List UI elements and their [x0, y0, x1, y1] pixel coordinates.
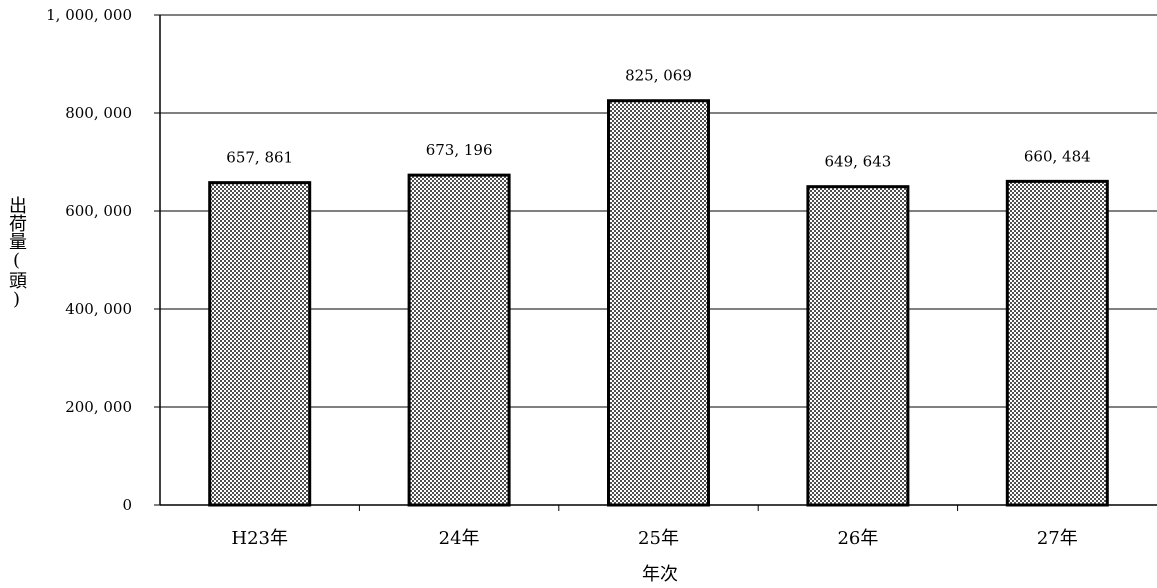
y-axis-ticks: 0 200, 000 400, 000 600, 000 800, 000 1, 000,… — [46, 6, 160, 514]
y-tick-label: 400, 000 — [65, 300, 132, 318]
data-label: 649, 643 — [825, 153, 892, 171]
data-label: 673, 196 — [426, 141, 493, 159]
x-tick-label: H23年 — [231, 528, 288, 549]
y-tick-label: 200, 000 — [65, 398, 132, 416]
x-axis-title: 年次 — [642, 564, 678, 585]
data-label: 825, 069 — [625, 67, 692, 85]
data-label: 660, 484 — [1024, 147, 1091, 165]
y-tick-label: 600, 000 — [65, 202, 132, 220]
x-tick-label: 25年 — [638, 528, 679, 549]
y-tick-label: 0 — [122, 496, 132, 514]
x-axis-ticks: H23年 24年 25年 26年 27年 — [231, 528, 1077, 549]
data-label: 657, 861 — [226, 149, 293, 167]
x-tick-label: 27年 — [1037, 528, 1078, 549]
bar — [607, 99, 710, 507]
bar — [208, 181, 312, 507]
data-labels: 657, 861 673, 196 825, 069 649, 643 660, 484 — [226, 67, 1090, 171]
y-axis-title: 出荷量(頭) — [6, 196, 27, 310]
bars — [208, 99, 1109, 507]
bar — [407, 173, 511, 507]
x-tick-label: 24年 — [439, 528, 480, 549]
x-tick-label: 26年 — [837, 528, 878, 549]
bar — [1005, 179, 1109, 507]
bar — [806, 185, 910, 507]
y-tick-label: 1, 000, 000 — [46, 6, 132, 24]
axes — [159, 14, 1157, 511]
y-tick-label: 800, 000 — [65, 104, 132, 122]
